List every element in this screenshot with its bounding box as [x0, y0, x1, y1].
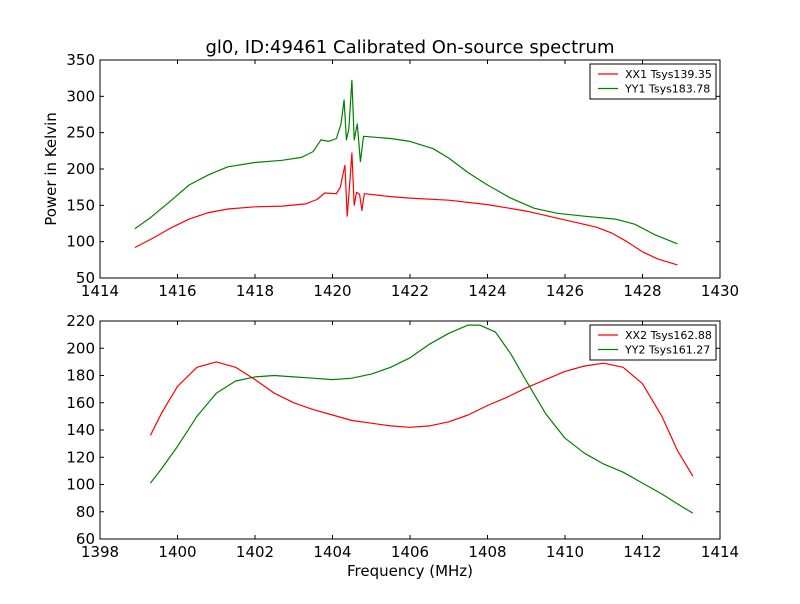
x-tick-label: 1404	[313, 543, 351, 561]
legend-label: XX2 Tsys162.88	[625, 329, 712, 342]
x-tick-label: 1398	[81, 543, 119, 561]
legend: XX2 Tsys162.88 YY2 Tsys161.27	[589, 324, 717, 361]
x-axis-label: Frequency (MHz)	[347, 562, 473, 580]
x-tick-label: 1416	[158, 282, 196, 300]
x-tick-label: 1420	[313, 282, 351, 300]
x-tick-label: 1414	[81, 282, 119, 300]
x-tick-label: 1414	[701, 543, 739, 561]
series-group	[149, 324, 694, 514]
legend-label: XX1 Tsys139.35	[625, 68, 712, 81]
y-tick-label: 350	[66, 51, 95, 69]
bottom-panel: 1398 1400 1402 1404 1406 1408 1410 1412 1414 60 80…	[66, 312, 739, 561]
y-tick-label: 100	[66, 476, 95, 494]
y-tick-label: 160	[66, 394, 95, 412]
series-line-yy2	[149, 324, 694, 514]
series-line-yy1	[134, 79, 678, 245]
y-tick-label: 180	[66, 367, 95, 385]
y-tick-label: 140	[66, 421, 95, 439]
legend-box	[589, 324, 717, 361]
legend-box	[589, 63, 717, 100]
top-panel: 1414 1416 1418 1420 1422 1424 1426 1428 1430 50 10…	[66, 51, 739, 300]
x-tick-label: 1402	[236, 543, 274, 561]
y-tick-label: 120	[66, 448, 95, 466]
x-tick-label: 1418	[236, 282, 274, 300]
y-tick-label: 250	[66, 124, 95, 142]
x-tick-label: 1410	[546, 543, 584, 561]
y-tick-label: 200	[66, 339, 95, 357]
x-tick-label: 1400	[158, 543, 196, 561]
x-tick-label: 1422	[391, 282, 429, 300]
x-tick-label: 1408	[468, 543, 506, 561]
y-tick-label: 220	[66, 312, 95, 330]
legend-label: YY1 Tsys183.78	[624, 83, 710, 96]
series-line-xx1	[134, 152, 678, 266]
x-tick-label: 1428	[623, 282, 661, 300]
y-tick-label: 50	[76, 269, 95, 287]
y-tick-label: 80	[76, 503, 95, 521]
x-tick-label: 1430	[701, 282, 739, 300]
legend-label: YY2 Tsys161.27	[624, 344, 710, 357]
chart-title: gl0, ID:49461 Calibrated On-source spect…	[205, 37, 614, 58]
x-tick-label: 1426	[546, 282, 584, 300]
y-tick-label: 100	[66, 233, 95, 251]
x-tick-label: 1412	[623, 543, 661, 561]
y-tick-label: 150	[66, 196, 95, 214]
x-tick-label: 1424	[468, 282, 506, 300]
y-tick-label: 300	[66, 87, 95, 105]
x-tick-label: 1406	[391, 543, 429, 561]
legend: XX1 Tsys139.35 YY1 Tsys183.78	[589, 63, 717, 100]
y-tick-label: 200	[66, 160, 95, 178]
y-axis-label: Power in Kelvin	[42, 112, 60, 226]
series-group	[134, 79, 678, 266]
series-line-xx2	[149, 361, 694, 477]
y-tick-label: 60	[76, 530, 95, 548]
